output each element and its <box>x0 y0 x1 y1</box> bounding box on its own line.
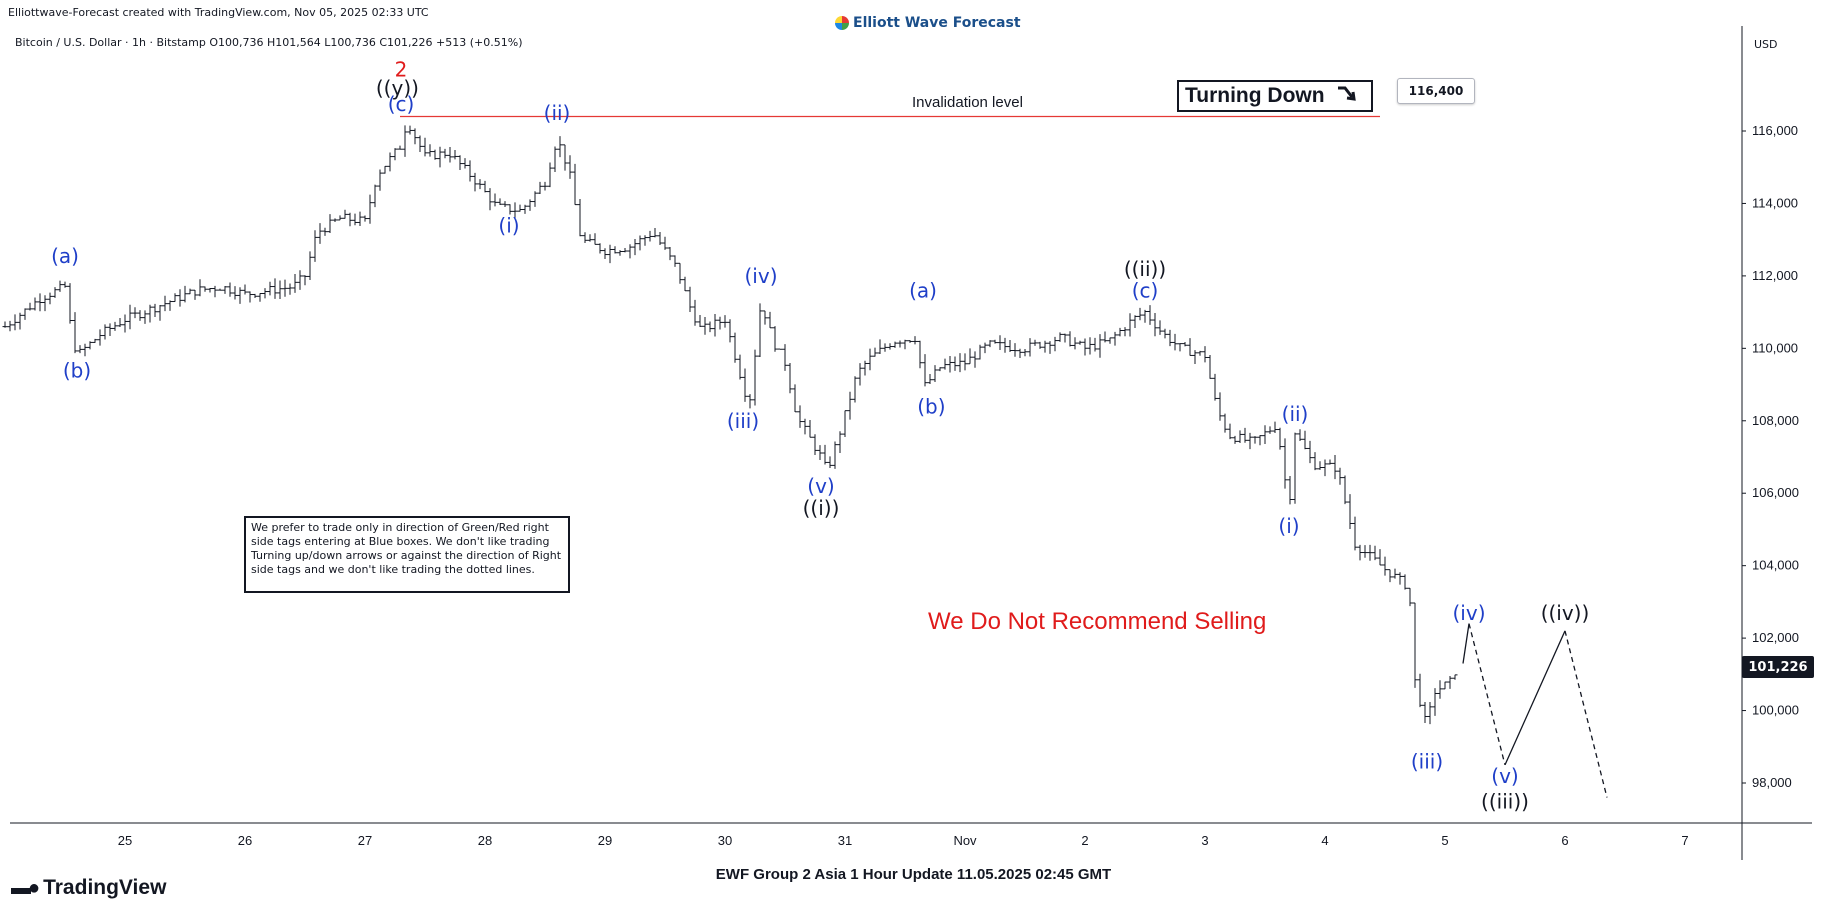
time-tick-label: 26 <box>238 833 252 848</box>
invalidation-price-tag: 116,400 <box>1397 78 1475 104</box>
price-tick-label: 102,000 <box>1752 630 1799 645</box>
wave-label: (c) <box>1132 279 1159 303</box>
price-tick-label: 114,000 <box>1752 195 1798 210</box>
ohlc-bars <box>2 125 1458 725</box>
currency-label: USD <box>1754 38 1778 51</box>
projection-segment <box>1462 623 1470 664</box>
projection-segment <box>1504 630 1566 766</box>
wave-label: (iii) <box>1411 750 1443 774</box>
price-axis: 98,000 100,000 102,000 104,000 106,000 108,00… <box>1742 123 1799 790</box>
last-price-badge: 101,226 <box>1742 656 1814 678</box>
time-tick-label: 31 <box>838 833 852 848</box>
price-tick-label: 106,000 <box>1752 485 1799 500</box>
time-tick-label: 6 <box>1561 833 1568 848</box>
wave-labels: (a)(b)2((y))(c) (ii)(i)(iv)(iii)(v)((i))(… <box>51 58 1589 814</box>
price-tick-label: 116,000 <box>1752 123 1798 138</box>
disclaimer-box: We prefer to trade only in direction of … <box>244 516 570 593</box>
warning-text: We Do Not Recommend Selling <box>928 608 1267 635</box>
wave-label: (a) <box>909 279 937 303</box>
tradingview-label: TradingView <box>43 876 167 899</box>
wave-label: ((ii)) <box>1124 257 1166 281</box>
price-tick-label: 112,000 <box>1752 268 1798 283</box>
wave-label: ((iv)) <box>1541 601 1590 625</box>
time-tick-label: 30 <box>718 833 732 848</box>
price-tick-label: 104,000 <box>1752 558 1799 573</box>
projection-path <box>1462 623 1608 798</box>
wave-label: (c) <box>388 92 415 116</box>
chart-credit: Elliottwave-Forecast created with Tradin… <box>8 6 429 19</box>
time-tick-label: 28 <box>478 833 492 848</box>
time-axis: 25 26 27 28 29 30 31 Nov 2 3 4 5 6 7 <box>118 833 1689 848</box>
time-tick-label: 5 <box>1441 833 1448 848</box>
wave-label: ((y)) <box>376 76 419 100</box>
wave-label: (i) <box>1278 514 1299 538</box>
wave-label: (iv) <box>1453 601 1486 625</box>
wave-label: (ii) <box>1282 402 1309 426</box>
wave-label: (iii) <box>727 409 759 433</box>
turning-down-box: Turning Down <box>1177 80 1373 112</box>
time-tick-label: 2 <box>1081 833 1088 848</box>
time-tick-label: 29 <box>598 833 612 848</box>
time-tick-label: 3 <box>1201 833 1208 848</box>
time-tick-label: 27 <box>358 833 372 848</box>
tradingview-logo: ▬● TradingView <box>11 876 166 900</box>
wave-label: ((i)) <box>803 496 840 520</box>
time-tick-label: 25 <box>118 833 132 848</box>
ewf-logo: Elliott Wave Forecast <box>835 15 1021 31</box>
wave-label: (ii) <box>544 101 571 125</box>
price-tick-label: 98,000 <box>1752 775 1792 790</box>
price-tick-label: 110,000 <box>1752 340 1798 355</box>
turning-label: Turning Down <box>1185 84 1325 107</box>
wave-label: (v) <box>1491 764 1518 788</box>
invalidation-label: Invalidation level <box>912 94 1023 111</box>
wave-label: (a) <box>51 244 79 268</box>
price-tick-label: 100,000 <box>1752 703 1799 718</box>
chart-footer-title: EWF Group 2 Asia 1 Hour Update 11.05.202… <box>715 866 1112 883</box>
wave-label: (i) <box>498 213 519 237</box>
ewf-brand: Elliott Wave Forecast <box>853 15 1021 31</box>
time-tick-label: Nov <box>953 833 977 848</box>
wave-label: (v) <box>807 474 834 498</box>
wave-label: (b) <box>917 395 945 419</box>
symbol-info: Bitcoin / U.S. Dollar · 1h · Bitstamp O1… <box>15 36 523 49</box>
wave-label: (b) <box>63 358 91 382</box>
time-tick-label: 7 <box>1681 833 1688 848</box>
arrow-down-right-icon <box>1337 84 1357 108</box>
wave-label: ((iii)) <box>1481 789 1529 813</box>
wave-label: (iv) <box>745 264 778 288</box>
price-tick-label: 108,000 <box>1752 413 1799 428</box>
projection-segment <box>1468 623 1506 766</box>
tradingview-icon: ▬● <box>11 876 40 899</box>
ewf-logo-icon <box>835 16 849 30</box>
projection-segment <box>1564 630 1608 798</box>
time-tick-label: 4 <box>1321 833 1328 848</box>
wave-label: 2 <box>395 58 408 82</box>
